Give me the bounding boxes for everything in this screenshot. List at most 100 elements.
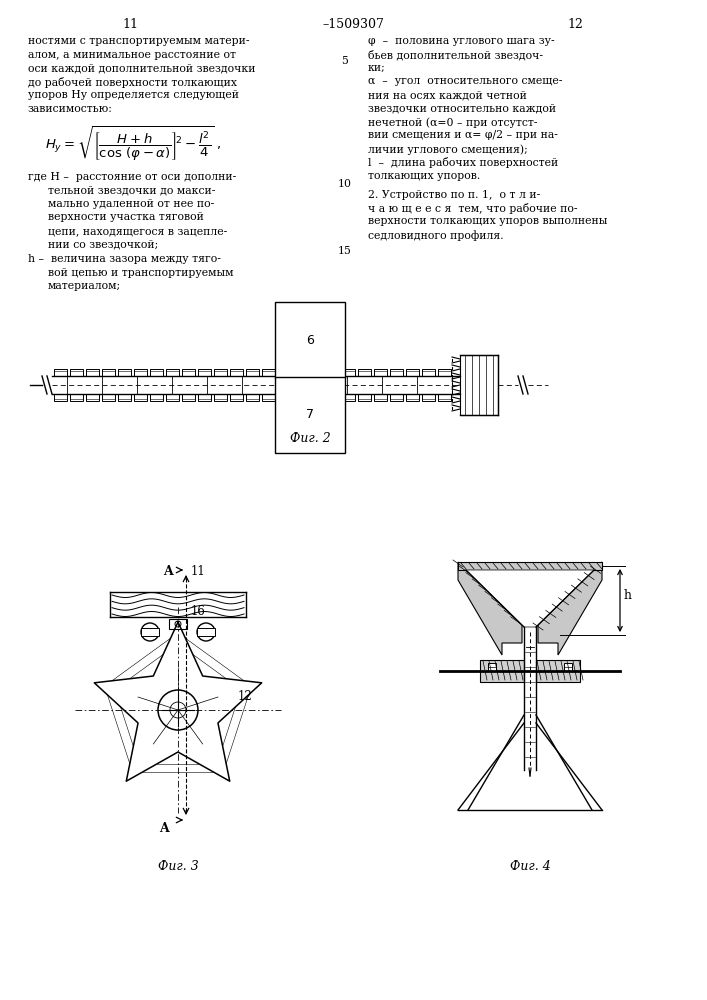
Bar	[438, 369, 451, 376]
Polygon shape	[538, 562, 602, 655]
Text: ностями с транспортируемым матери-: ностями с транспортируемым матери-	[28, 36, 250, 46]
Text: цепи, находящегося в зацепле-: цепи, находящегося в зацепле-	[48, 226, 227, 236]
Bar	[374, 369, 387, 376]
Text: где H –  расстояние от оси дополни-: где H – расстояние от оси дополни-	[28, 172, 236, 182]
Bar	[294, 394, 307, 401]
Bar	[118, 369, 131, 376]
Bar	[214, 369, 227, 376]
Text: ки;: ки;	[368, 63, 386, 73]
Bar	[86, 394, 99, 401]
Bar	[262, 369, 275, 376]
Text: материалом;: материалом;	[48, 281, 121, 291]
Polygon shape	[536, 660, 580, 682]
Bar	[326, 394, 339, 401]
Bar	[54, 369, 67, 376]
Text: бьев дополнительной звездоч-: бьев дополнительной звездоч-	[368, 49, 543, 60]
Bar	[438, 394, 451, 401]
Text: Фиг. 4: Фиг. 4	[510, 860, 550, 873]
Bar	[197, 628, 215, 636]
Bar	[406, 369, 419, 376]
Bar	[150, 394, 163, 401]
Bar	[406, 394, 419, 401]
Text: звездочки относительно каждой: звездочки относительно каждой	[368, 104, 556, 113]
Bar	[70, 369, 83, 376]
Text: 16: 16	[191, 605, 206, 618]
Bar	[182, 369, 195, 376]
Text: зависимостью:: зависимостью:	[28, 104, 113, 113]
Text: h –  величина зазора между тяго-: h – величина зазора между тяго-	[28, 254, 221, 264]
Text: 10: 10	[338, 179, 352, 189]
Text: тельной звездочки до макси-: тельной звездочки до макси-	[48, 186, 216, 196]
Bar	[342, 369, 355, 376]
Bar	[214, 394, 227, 401]
Bar	[390, 369, 403, 376]
Bar	[358, 394, 371, 401]
Bar	[198, 369, 211, 376]
Bar	[134, 369, 147, 376]
Text: 7: 7	[306, 408, 314, 422]
Text: Фиг. 2: Фиг. 2	[290, 432, 330, 445]
Bar	[230, 394, 243, 401]
Bar	[118, 394, 131, 401]
Text: 15: 15	[338, 246, 352, 256]
Bar	[150, 369, 163, 376]
Text: упоров Hу определяется следующей: упоров Hу определяется следующей	[28, 90, 239, 100]
Bar	[390, 394, 403, 401]
Bar	[246, 394, 259, 401]
Text: –1509307: –1509307	[322, 18, 384, 31]
Text: 6: 6	[306, 334, 314, 347]
Bar	[422, 369, 435, 376]
Bar	[326, 369, 339, 376]
Bar	[358, 369, 371, 376]
Bar	[246, 369, 259, 376]
Bar	[102, 394, 115, 401]
Bar	[86, 369, 99, 376]
Bar	[169, 619, 187, 629]
Text: нии со звездочкой;: нии со звездочкой;	[48, 239, 158, 249]
Bar	[460, 355, 498, 415]
Text: $H_y = \sqrt{\left[\dfrac{H+h}{\cos\,(\varphi-\alpha)}\right]^{\!2} - \dfrac{l^2: $H_y = \sqrt{\left[\dfrac{H+h}{\cos\,(\v…	[45, 124, 221, 163]
Bar	[198, 394, 211, 401]
Text: A: A	[163, 565, 173, 578]
Text: оси каждой дополнительной звездочки: оси каждой дополнительной звездочки	[28, 63, 255, 73]
Text: вой цепью и транспортируемым: вой цепью и транспортируемым	[48, 267, 233, 277]
Bar	[70, 394, 83, 401]
Bar	[166, 394, 179, 401]
Text: 5: 5	[341, 56, 349, 66]
Bar	[310, 369, 323, 376]
Bar	[166, 369, 179, 376]
Bar	[458, 562, 602, 570]
Bar	[141, 628, 159, 636]
Polygon shape	[480, 660, 524, 682]
Polygon shape	[458, 562, 522, 655]
Bar	[374, 394, 387, 401]
Text: l  –  длина рабочих поверхностей: l – длина рабочих поверхностей	[368, 157, 559, 168]
Text: нечетной (α=0 – при отсутст-: нечетной (α=0 – при отсутст-	[368, 117, 537, 128]
Bar	[422, 394, 435, 401]
Text: личии углового смещения);: личии углового смещения);	[368, 144, 527, 155]
Bar	[230, 369, 243, 376]
Text: 11: 11	[122, 18, 138, 31]
Text: α  –  угол  относительного смеще-: α – угол относительного смеще-	[368, 77, 562, 87]
Text: мально удаленной от нее по-: мально удаленной от нее по-	[48, 199, 214, 209]
Bar	[134, 394, 147, 401]
Bar	[294, 369, 307, 376]
Bar	[278, 394, 291, 401]
Polygon shape	[466, 570, 594, 627]
Text: φ  –  половина углового шага зу-: φ – половина углового шага зу-	[368, 36, 554, 46]
Bar	[54, 394, 67, 401]
Bar	[278, 369, 291, 376]
Bar	[488, 663, 496, 671]
Text: толкающих упоров.: толкающих упоров.	[368, 171, 480, 181]
Bar	[102, 369, 115, 376]
Bar	[182, 394, 195, 401]
Text: 11: 11	[191, 565, 206, 578]
Bar	[564, 663, 572, 671]
Text: h: h	[624, 589, 632, 602]
Text: A: A	[159, 822, 169, 835]
Text: вии смещения и α= φ/2 – при на-: вии смещения и α= φ/2 – при на-	[368, 130, 558, 140]
Text: алом, а минимальное расстояние от: алом, а минимальное расстояние от	[28, 49, 236, 60]
Text: до рабочей поверхности толкающих: до рабочей поверхности толкающих	[28, 77, 237, 88]
Bar	[262, 394, 275, 401]
Text: Фиг. 3: Фиг. 3	[158, 860, 199, 873]
